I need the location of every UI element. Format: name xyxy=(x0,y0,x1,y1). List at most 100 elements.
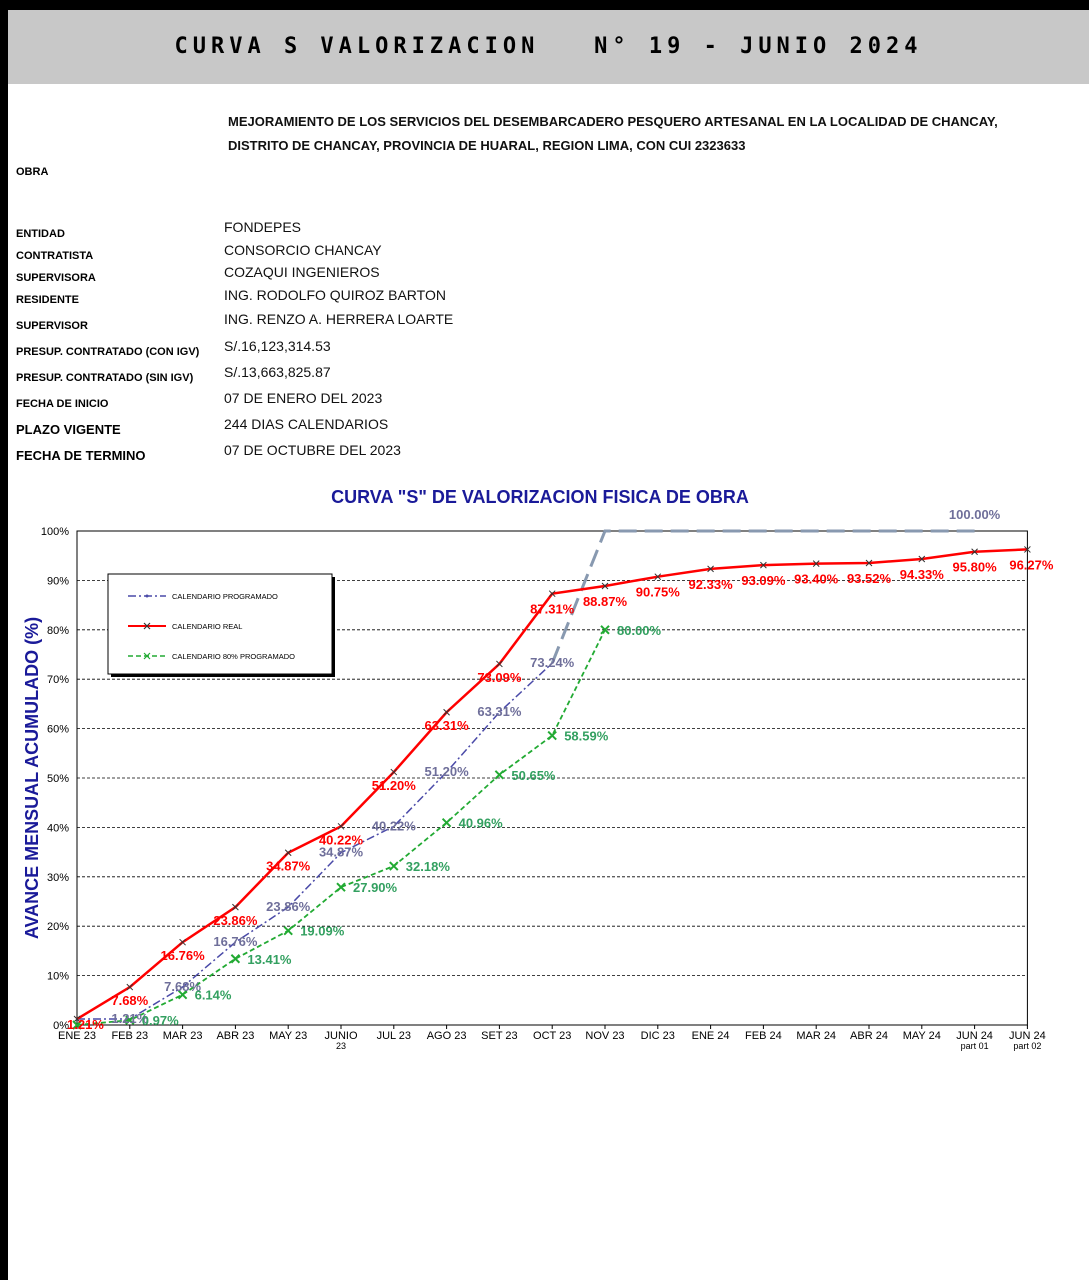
series-real-marker xyxy=(232,903,239,911)
y-tick-label: 100% xyxy=(41,526,69,538)
series-80-marker xyxy=(336,882,346,892)
series-real-marker xyxy=(443,708,450,716)
plazo-vigente-label: PLAZO VIGENTE xyxy=(16,422,121,437)
x-tick-label: MAR 23 xyxy=(163,1030,203,1042)
header-band xyxy=(8,10,1089,84)
series-real-marker xyxy=(284,849,292,857)
plazo-vigente-value: 244 DIAS CALENDARIOS xyxy=(224,416,389,432)
programado-data-label: 1.21% xyxy=(111,1011,148,1026)
series-programado-line xyxy=(77,662,553,1020)
programado-data-label: 73.24% xyxy=(530,655,575,670)
series-real-marker xyxy=(601,582,609,590)
legend-label: CALENDARIO 80% PROGRAMADO xyxy=(172,652,295,661)
programado-data-label: 34.87% xyxy=(319,845,364,860)
x-tick-label: JUN 24 xyxy=(956,1030,993,1042)
series-real-marker xyxy=(496,660,503,668)
series-80-marker xyxy=(283,925,293,936)
series-real-marker xyxy=(865,559,873,567)
x-tick-label: FEB 23 xyxy=(111,1030,148,1042)
series-80-marker xyxy=(177,989,188,1000)
obra-label: OBRA xyxy=(16,166,49,178)
x-tick-label: AGO 23 xyxy=(427,1030,467,1042)
residente-label: RESIDENTE xyxy=(16,294,79,306)
programado-data-label: 16.76% xyxy=(213,934,258,949)
real-data-label: 23.86% xyxy=(213,913,258,928)
real-data-label: 16.76% xyxy=(161,948,206,963)
series-80-line xyxy=(76,629,606,1026)
real-data-label: 1.21% xyxy=(67,1017,104,1032)
chart-title: CURVA "S" DE VALORIZACION FISICA DE OBRA xyxy=(331,487,749,507)
real-data-label: 95.80% xyxy=(953,560,998,575)
series-real-marker xyxy=(812,560,820,567)
real-data-label: 34.87% xyxy=(266,859,311,874)
supervisora-label: SUPERVISORA xyxy=(16,272,96,284)
x-tick-label: JUNIO xyxy=(325,1030,358,1042)
report-title: CURVA S VALORIZACION N° 19 - JUNIO 2024 xyxy=(174,34,923,59)
programado-data-label: 63.31% xyxy=(477,704,522,719)
p80-data-label: 58.59% xyxy=(564,729,609,744)
x-tick-label: 23 xyxy=(336,1041,346,1051)
x-tick-label: JUL 23 xyxy=(377,1030,411,1042)
p80-data-label: 80.00% xyxy=(617,623,662,638)
y-tick-label: 50% xyxy=(47,773,69,785)
x-tick-label: MAY 24 xyxy=(903,1030,941,1042)
p80-data-label: 13.41% xyxy=(247,952,292,967)
real-data-label: 93.09% xyxy=(741,573,786,588)
p80-data-label: 50.65% xyxy=(511,768,556,783)
series-real-marker xyxy=(548,590,556,598)
real-data-label: 88.87% xyxy=(583,594,628,609)
real-data-label: 63.31% xyxy=(425,718,470,733)
y-tick-label: 80% xyxy=(47,625,69,637)
y-tick-label: 70% xyxy=(47,674,69,686)
series-80-marker xyxy=(547,730,557,741)
y-tick-label: 60% xyxy=(47,724,69,736)
programado-data-label: 100.00% xyxy=(949,507,1001,522)
series-real-marker xyxy=(337,822,345,830)
real-data-label: 96.27% xyxy=(1009,557,1054,572)
series-real-marker xyxy=(971,548,978,556)
supervisor-label: SUPERVISOR xyxy=(16,320,88,332)
series-programado-extension xyxy=(550,529,975,664)
y-tick-label: 40% xyxy=(47,822,69,834)
y-axis-label: AVANCE MENSUAL ACUMULADO (%) xyxy=(22,617,42,939)
legend-label: CALENDARIO PROGRAMADO xyxy=(172,592,278,601)
y-tick-label: 10% xyxy=(47,971,69,983)
x-tick-label: part 02 xyxy=(1013,1041,1041,1051)
entidad-value: FONDEPES xyxy=(224,219,302,235)
s-curve-chart-svg: CURVA "S" DE VALORIZACION FISICA DE OBRA… xyxy=(22,487,1054,1051)
real-data-label: 51.20% xyxy=(372,778,417,793)
y-tick-label: 0% xyxy=(53,1020,69,1032)
real-data-label: 92.33% xyxy=(689,577,734,592)
y-tick-label: 90% xyxy=(47,575,69,587)
contratista-value: CONSORCIO CHANCAY xyxy=(224,242,382,258)
programado-data-label: 23.86% xyxy=(266,899,311,914)
x-tick-label: MAR 24 xyxy=(796,1030,836,1042)
p80-data-label: 32.18% xyxy=(406,859,451,874)
series-80-marker xyxy=(72,1020,82,1030)
real-data-label: 73.09% xyxy=(477,670,522,685)
p80-data-label: 19.09% xyxy=(300,924,345,939)
real-data-label: 7.68% xyxy=(111,993,148,1008)
x-tick-label: OCT 23 xyxy=(533,1030,571,1042)
p80-data-label: 40.96% xyxy=(459,816,504,831)
x-tick-label: JUN 24 xyxy=(1009,1030,1046,1042)
legend-marker xyxy=(145,594,149,598)
real-data-label: 93.52% xyxy=(847,571,892,586)
x-tick-label: ABR 24 xyxy=(850,1030,888,1042)
x-tick-label: FEB 24 xyxy=(745,1030,782,1042)
p80-data-label: 27.90% xyxy=(353,880,398,895)
programado-data-label: 7.68% xyxy=(164,979,201,994)
programado-data-label: 40.22% xyxy=(372,818,417,833)
fecha-termino-label: FECHA DE TERMINO xyxy=(16,448,146,463)
fecha-termino-value: 07 DE OCTUBRE DEL 2023 xyxy=(224,442,401,458)
legend-label: CALENDARIO REAL xyxy=(172,622,242,631)
project-description-line-2: DISTRITO DE CHANCAY, PROVINCIA DE HUARAL… xyxy=(228,138,746,153)
series-80-marker xyxy=(125,1015,135,1025)
presupuesto-con-igv-label: PRESUP. CONTRATADO (CON IGV) xyxy=(16,346,200,358)
series-80-marker xyxy=(389,861,399,871)
p80-data-label: 6.14% xyxy=(195,988,232,1003)
real-data-label: 94.33% xyxy=(900,567,945,582)
series-real-marker xyxy=(179,938,186,946)
fecha-inicio-label: FECHA DE INICIO xyxy=(16,398,109,410)
